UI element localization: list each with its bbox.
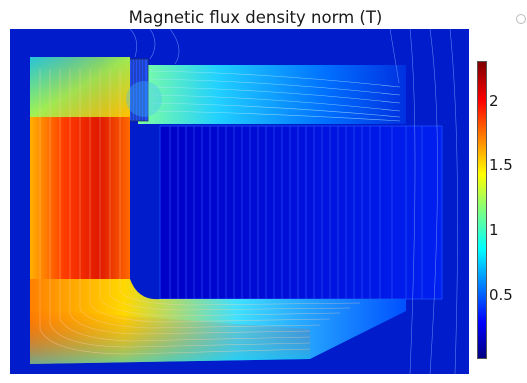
colorbar-tick-label: 2	[489, 92, 499, 110]
coil	[125, 58, 149, 122]
colorbar-tick-label: 1	[489, 221, 499, 239]
plot-title: Magnetic flux density norm (T)	[128, 8, 383, 27]
air-field-lines	[129, 29, 458, 374]
core-field-lines	[169, 126, 423, 299]
upper-arm	[138, 65, 406, 124]
colorbar-tick-label: 1.5	[489, 156, 513, 174]
toolbar-circle-icon[interactable]	[516, 14, 526, 24]
flux-density-plot	[10, 29, 469, 374]
colorbar-tick-label: 0.5	[489, 286, 513, 304]
yoke-field-lines	[39, 69, 361, 355]
colorbar	[477, 61, 487, 359]
core-block	[160, 126, 442, 299]
